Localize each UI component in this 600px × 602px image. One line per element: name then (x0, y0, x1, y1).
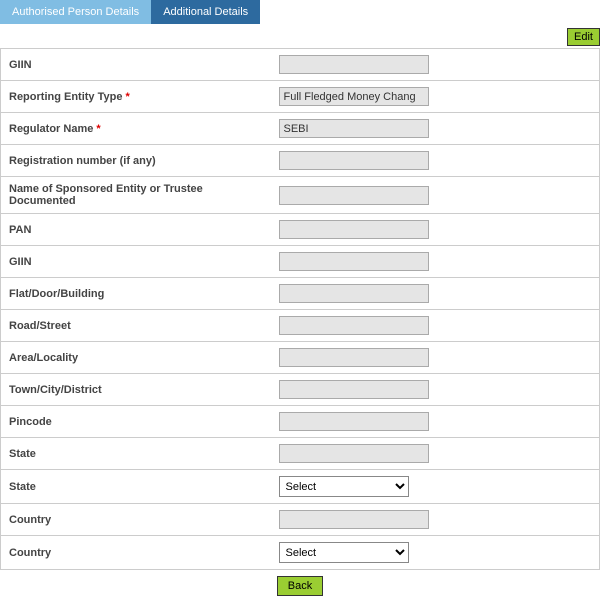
required-mark: * (96, 123, 100, 135)
tabs-bar: Authorised Person Details Additional Det… (0, 0, 600, 24)
label-state-select: State (1, 470, 271, 504)
label-regulator-name: Regulator Name * (1, 113, 271, 145)
regulator-name-field[interactable] (279, 119, 429, 138)
country-select[interactable]: Select (279, 542, 409, 563)
road-field[interactable] (279, 316, 429, 335)
label-area: Area/Locality (1, 342, 271, 374)
country-text-field[interactable] (279, 510, 429, 529)
label-pan: PAN (1, 214, 271, 246)
label-regulator-name-text: Regulator Name (9, 123, 93, 135)
registration-number-field[interactable] (279, 151, 429, 170)
label-giin2: GIIN (1, 246, 271, 278)
pan-field[interactable] (279, 220, 429, 239)
label-town: Town/City/District (1, 374, 271, 406)
toolbar: Edit (0, 24, 600, 48)
flat-field[interactable] (279, 284, 429, 303)
town-field[interactable] (279, 380, 429, 399)
label-country-text: Country (1, 504, 271, 536)
area-field[interactable] (279, 348, 429, 367)
label-giin: GIIN (1, 49, 271, 81)
required-mark: * (126, 91, 130, 103)
pincode-field[interactable] (279, 412, 429, 431)
label-pincode: Pincode (1, 406, 271, 438)
giin-field[interactable] (279, 55, 429, 74)
reporting-entity-type-field[interactable] (279, 87, 429, 106)
label-flat: Flat/Door/Building (1, 278, 271, 310)
label-state-text: State (1, 438, 271, 470)
state-select[interactable]: Select (279, 476, 409, 497)
sponsored-entity-field[interactable] (279, 186, 429, 205)
label-road: Road/Street (1, 310, 271, 342)
edit-button[interactable]: Edit (567, 28, 600, 46)
footer: Back (0, 570, 600, 602)
label-sponsored-entity: Name of Sponsored Entity or Trustee Docu… (1, 177, 271, 214)
form-table: GIIN Reporting Entity Type * Regulator N… (0, 48, 600, 570)
state-text-field[interactable] (279, 444, 429, 463)
label-reporting-entity-type-text: Reporting Entity Type (9, 91, 122, 103)
label-country-select: Country (1, 536, 271, 570)
tab-authorised-person-details[interactable]: Authorised Person Details (0, 0, 151, 24)
label-reporting-entity-type: Reporting Entity Type * (1, 81, 271, 113)
back-button[interactable]: Back (277, 576, 323, 596)
page-container: Authorised Person Details Additional Det… (0, 0, 600, 602)
giin2-field[interactable] (279, 252, 429, 271)
tab-additional-details[interactable]: Additional Details (151, 0, 260, 24)
label-registration-number: Registration number (if any) (1, 145, 271, 177)
